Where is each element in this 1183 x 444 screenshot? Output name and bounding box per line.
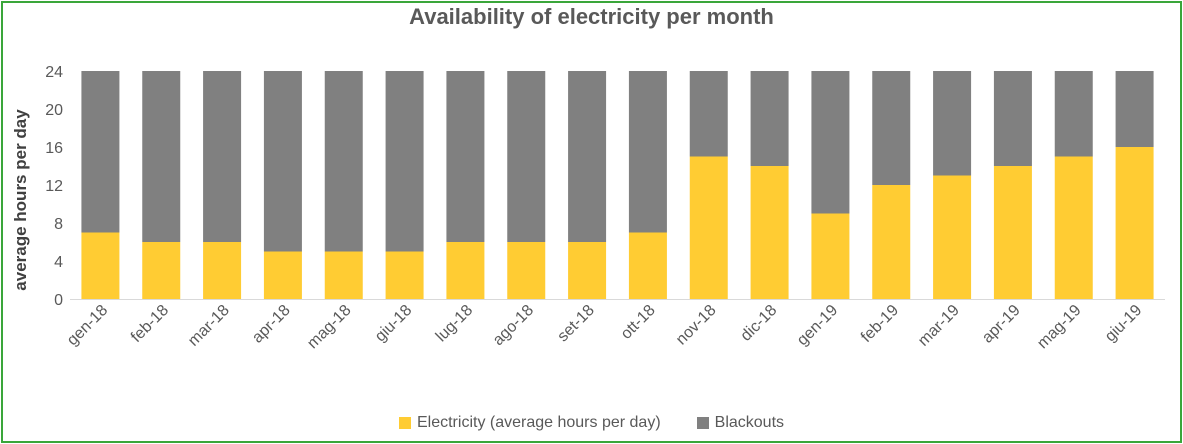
chart-title: Availability of electricity per month [409, 4, 774, 29]
bar-blackouts [81, 71, 120, 233]
bar-blackouts [933, 71, 972, 176]
bar-electricity [81, 232, 120, 299]
bar-electricity [263, 251, 302, 299]
bar-blackouts [446, 71, 485, 242]
x-tick-label: mag-18 [304, 302, 354, 352]
bar-electricity [507, 242, 546, 299]
bar-electricity [933, 175, 972, 299]
bar-blackouts [507, 71, 546, 242]
x-tick-label: gen-18 [64, 302, 111, 349]
legend-label-blackouts: Blackouts [714, 414, 785, 431]
bar-blackouts [750, 71, 789, 166]
bar-electricity [628, 232, 667, 299]
x-tick-label: mar-18 [185, 302, 233, 350]
y-tick-label: 8 [54, 216, 63, 233]
bar-electricity [324, 251, 363, 299]
bar-electricity [1115, 147, 1154, 299]
bar-electricity [750, 166, 789, 299]
x-tick-label: feb-19 [858, 302, 902, 346]
bar-blackouts [993, 71, 1032, 166]
bar-electricity [689, 156, 728, 299]
bar-blackouts [385, 71, 424, 252]
bar-blackouts [142, 71, 181, 242]
x-tick-label: giu-18 [372, 302, 416, 346]
x-tick-label: giu-19 [1102, 302, 1146, 346]
legend-swatch-blackouts [696, 417, 709, 429]
y-tick-label: 4 [54, 254, 63, 271]
x-tick-label: ott-18 [618, 302, 659, 343]
x-tick-label: mar-19 [915, 302, 963, 350]
y-tick-label: 16 [45, 140, 63, 157]
legend-item-electricity: Electricity (average hours per day) [398, 414, 661, 432]
y-tick-label: 24 [45, 64, 63, 81]
x-tick-label: lug-18 [433, 302, 477, 346]
bar-electricity [1054, 156, 1093, 299]
bar-electricity [872, 185, 911, 299]
bar-blackouts [1115, 71, 1154, 147]
x-tick-label: apr-18 [249, 302, 294, 347]
x-tick-label: feb-18 [128, 302, 172, 346]
bar-blackouts [263, 71, 302, 252]
x-tick-label: dic-18 [738, 302, 781, 345]
bar-blackouts [628, 71, 667, 233]
bar-electricity [385, 251, 424, 299]
x-tick-label: set-18 [554, 302, 598, 346]
bar-electricity [142, 242, 181, 299]
x-tick-label: nov-18 [673, 302, 720, 349]
bar-blackouts [1054, 71, 1093, 157]
bar-blackouts [872, 71, 911, 185]
x-tick-label: mag-19 [1034, 302, 1084, 352]
bar-electricity [446, 242, 485, 299]
legend-swatch-electricity [398, 417, 411, 429]
y-tick-label: 12 [45, 178, 63, 195]
x-tick-label: ago-18 [490, 302, 537, 349]
bar-blackouts [203, 71, 242, 242]
bar-blackouts [811, 71, 850, 214]
bar-electricity [811, 213, 850, 299]
x-tick-label: apr-19 [979, 302, 1024, 347]
bar-electricity [993, 166, 1032, 299]
legend-item-blackouts: Blackouts [696, 414, 785, 432]
legend: Electricity (average hours per day) Blac… [0, 414, 1183, 432]
y-tick-label: 20 [45, 102, 63, 119]
y-tick-label: 0 [54, 292, 63, 309]
bar-blackouts [689, 71, 728, 157]
bar-blackouts [324, 71, 363, 252]
bar-electricity [203, 242, 242, 299]
x-tick-label: gen-19 [794, 302, 841, 349]
bar-electricity [568, 242, 607, 299]
bar-blackouts [568, 71, 607, 242]
legend-label-electricity: Electricity (average hours per day) [416, 414, 661, 431]
